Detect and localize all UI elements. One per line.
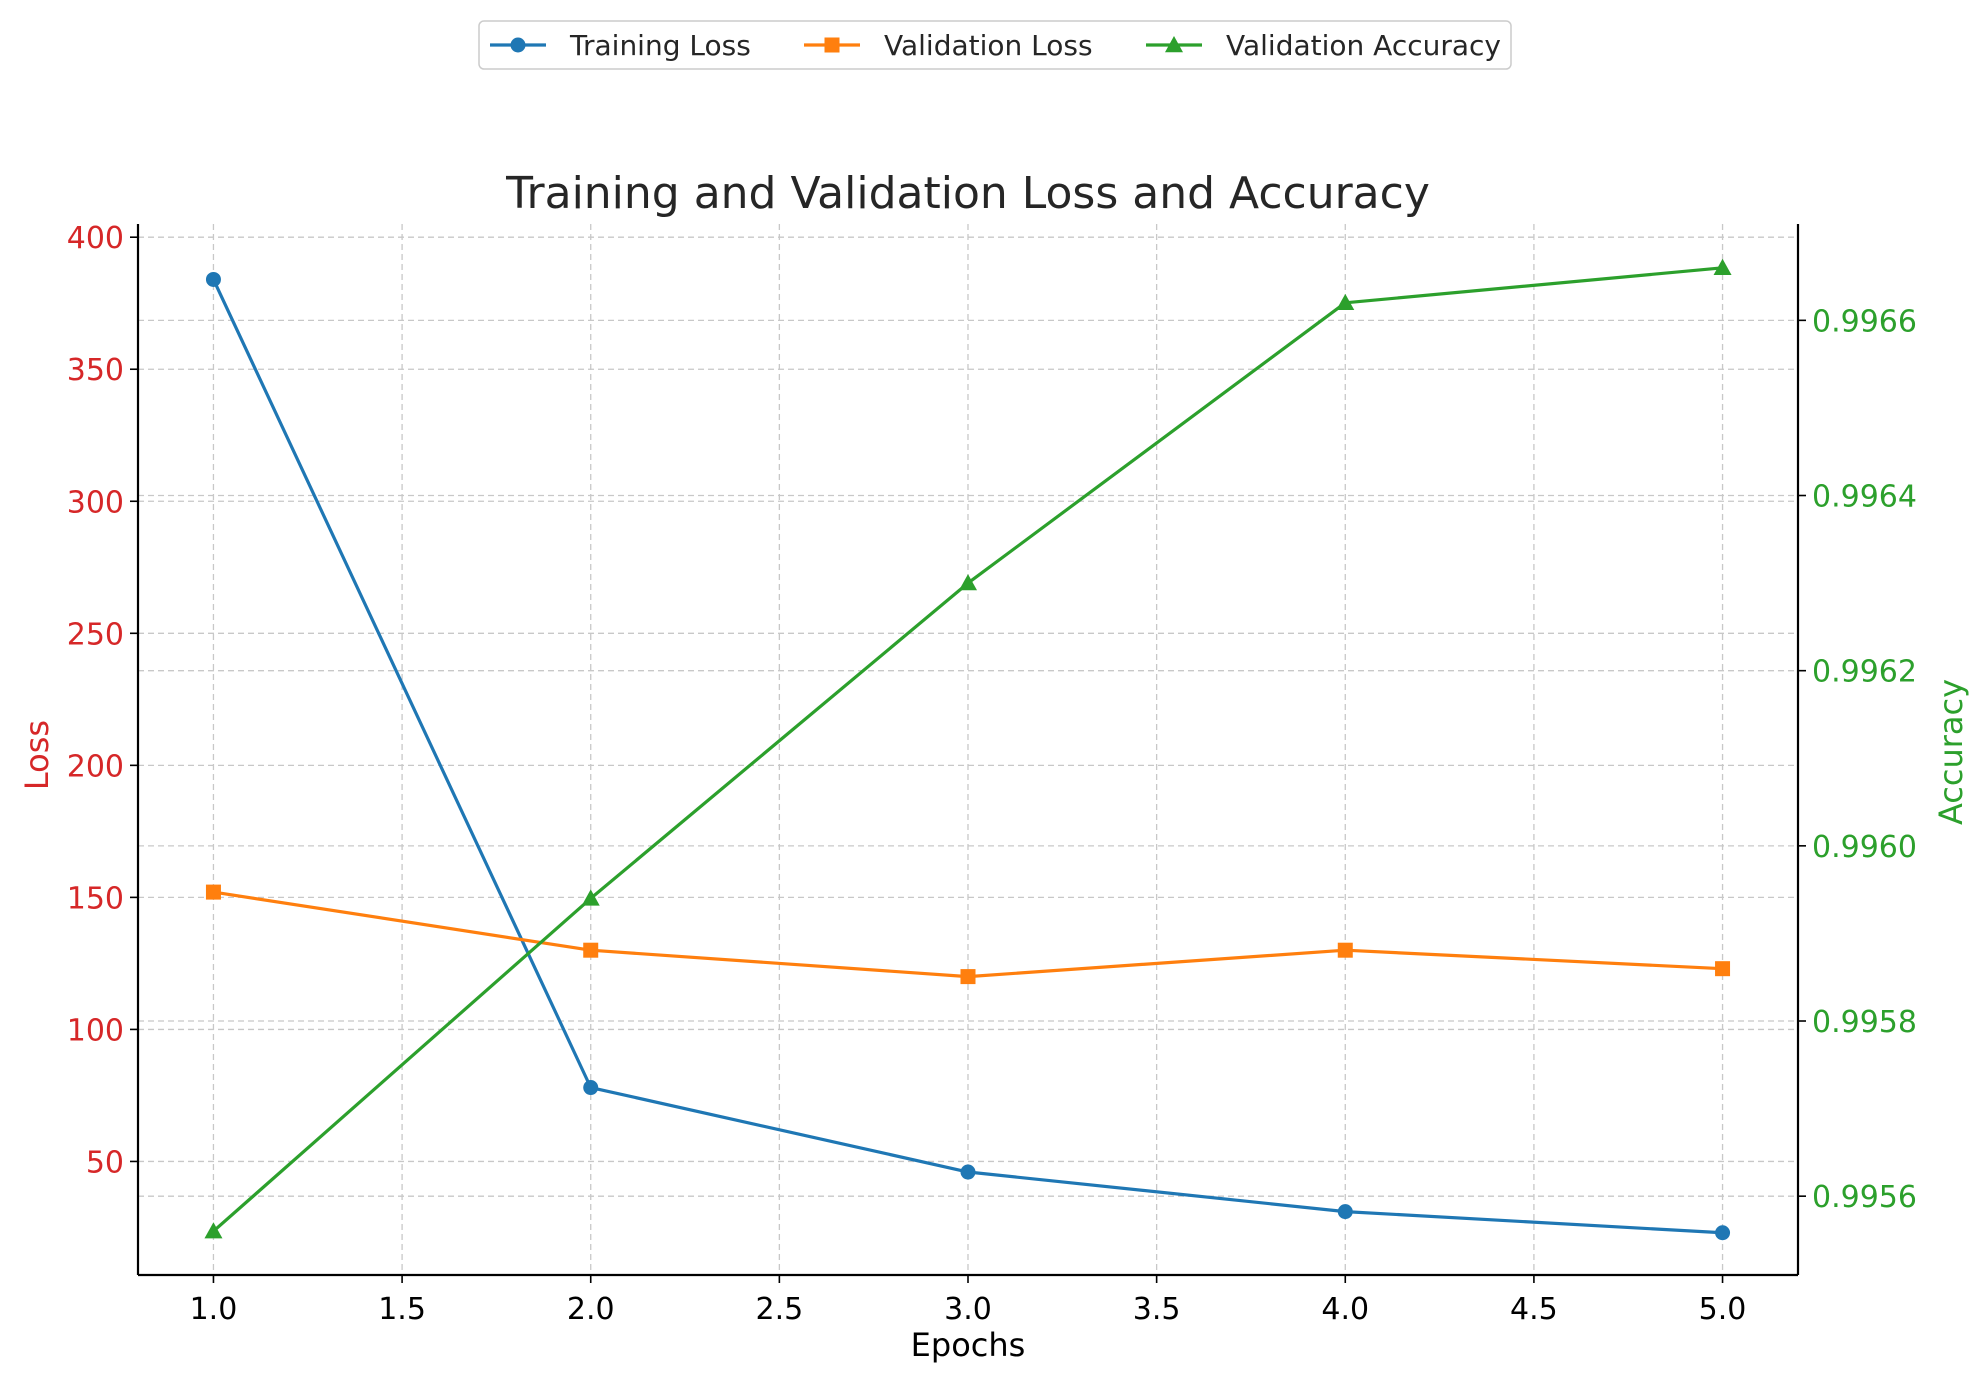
- x-tick-label: 3.5: [1133, 1292, 1181, 1327]
- x-tick-label: 2.0: [567, 1292, 615, 1327]
- data-point: [583, 942, 599, 958]
- x-tick-label: 4.5: [1510, 1292, 1558, 1327]
- y-left-tick-label: 300: [67, 485, 124, 520]
- x-axis-title: Epochs: [911, 1326, 1026, 1364]
- y-axis-left-title: Loss: [18, 720, 56, 790]
- data-point: [583, 1080, 599, 1096]
- data-point: [205, 271, 221, 287]
- data-point: [1713, 258, 1732, 275]
- data-point: [205, 884, 221, 900]
- data-point: [959, 574, 977, 591]
- legend-item: Validation Accuracy: [1146, 29, 1501, 62]
- y-left-tick-label: 350: [67, 353, 124, 388]
- x-tick-label: 2.5: [756, 1292, 804, 1327]
- legend: Training Loss Validation Loss Validation A…: [478, 20, 1512, 70]
- y-left-tick-label: 400: [67, 221, 124, 256]
- y-right-tick-label: 0.9964: [1812, 480, 1917, 515]
- data-point: [1337, 942, 1353, 958]
- x-tick-label: 4.0: [1321, 1292, 1369, 1327]
- x-tick-label: 1.5: [378, 1292, 426, 1327]
- data-point: [960, 969, 976, 985]
- legend-marker: [1165, 36, 1183, 53]
- series-layer: [204, 258, 1732, 1241]
- y-right-tick-label: 0.9956: [1812, 1180, 1917, 1215]
- chart-title: Training and Validation Loss and Accurac…: [505, 168, 1430, 219]
- y-left-tick-label: 150: [67, 881, 124, 916]
- data-point: [1715, 961, 1731, 977]
- y-left-tick-label: 50: [86, 1145, 124, 1180]
- y-right-tick-label: 0.9960: [1812, 830, 1917, 865]
- legend-marker: [824, 37, 840, 53]
- x-tick-label: 1.0: [190, 1292, 238, 1327]
- x-tick-label: 5.0: [1699, 1292, 1747, 1327]
- series-validation-accuracy: [204, 258, 1732, 1239]
- y-right-tick-label: 0.9962: [1812, 655, 1917, 690]
- y-left-tick-label: 250: [67, 617, 124, 652]
- data-point: [1336, 293, 1355, 311]
- x-tick-label: 3.0: [944, 1292, 992, 1327]
- legend-box: [478, 20, 1512, 70]
- grid-layer: [138, 224, 1798, 1275]
- legend-marker: [510, 37, 526, 53]
- y-right-tick-label: 0.9958: [1812, 1005, 1917, 1040]
- series-validation-loss: [205, 884, 1731, 985]
- legend-label: Validation Loss: [884, 29, 1093, 62]
- y-axis-right-title: Accuracy: [1932, 679, 1970, 825]
- data-point: [1715, 1225, 1731, 1241]
- data-point: [960, 1164, 976, 1180]
- data-point: [204, 1222, 223, 1239]
- axes-layer: 1.0 1.5 2.0 2.5 3.0 3.5 4.0 4.5 5.0 50 100 150 200 25…: [67, 221, 1917, 1327]
- series-training-loss: [205, 271, 1731, 1241]
- legend-item: Training Loss: [490, 29, 751, 62]
- legend-label: Validation Accuracy: [1226, 29, 1501, 62]
- y-left-tick-label: 200: [67, 749, 124, 784]
- legend-label: Training Loss: [569, 29, 751, 62]
- data-point: [1337, 1204, 1353, 1220]
- legend-item: Validation Loss: [804, 29, 1093, 62]
- data-point: [581, 889, 600, 906]
- y-left-tick-label: 100: [67, 1013, 124, 1048]
- y-right-tick-label: 0.9966: [1812, 304, 1917, 339]
